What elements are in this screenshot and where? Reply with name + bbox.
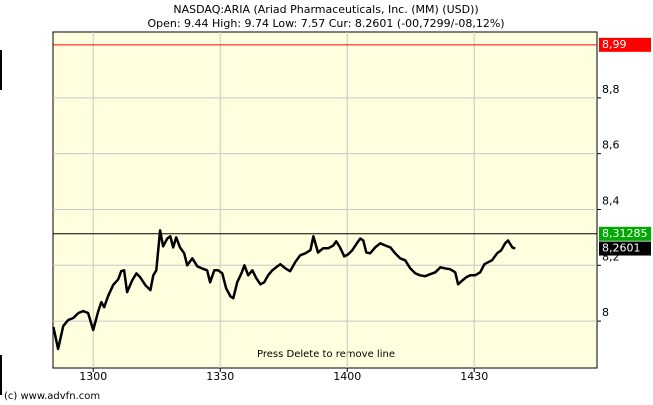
y-tick-label: 8	[602, 306, 609, 319]
edge-mark	[0, 355, 2, 395]
chart-subtitle: Open: 9.44 High: 9.74 Low: 7.57 Cur: 8.2…	[147, 17, 504, 30]
chart-title: NASDAQ:ARIA (Ariad Pharmaceuticals, Inc.…	[173, 3, 478, 16]
edge-mark	[0, 50, 2, 90]
price-box	[599, 241, 651, 256]
x-tick-label: 1330	[206, 370, 234, 383]
price-line	[52, 229, 516, 351]
y-tick-label: 8,4	[602, 194, 620, 207]
footer: (c) www.advfn.com	[4, 391, 100, 402]
price-label: 8,31285	[602, 227, 648, 240]
plot-area	[52, 31, 598, 369]
price-label: 8,2601	[602, 242, 641, 255]
x-tick-label: 1300	[79, 370, 107, 383]
price-label: 8,99	[602, 38, 627, 51]
x-tick-label: 1430	[460, 370, 488, 383]
y-tick-label: 8,8	[602, 83, 620, 96]
annotation: Press Delete to remove line	[257, 349, 395, 360]
x-tick-label: 1400	[333, 370, 361, 383]
y-tick-label: 8,6	[602, 139, 620, 152]
price-box	[599, 226, 651, 241]
price-box	[599, 37, 651, 52]
